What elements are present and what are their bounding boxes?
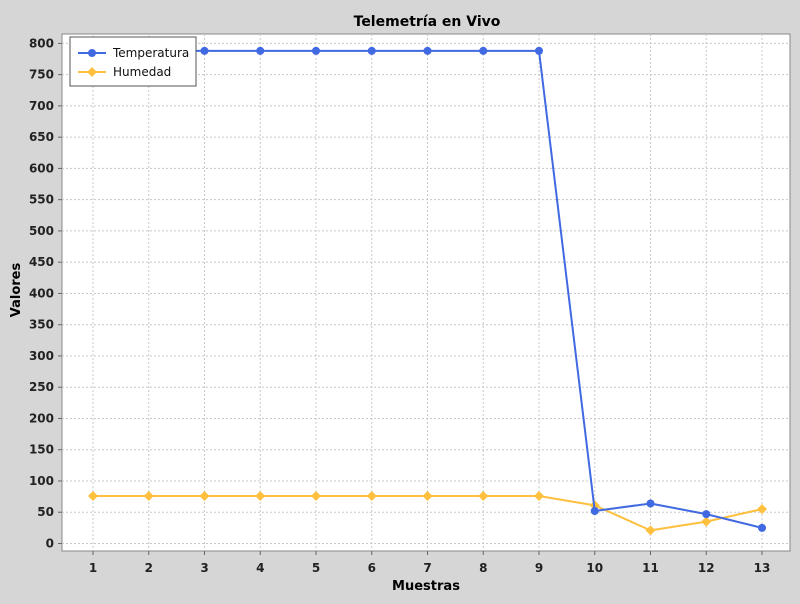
x-tick-label: 4: [256, 561, 264, 575]
plot-area: [61, 33, 791, 552]
chart-title: Telemetría en Vivo: [354, 14, 501, 30]
data-point: [645, 525, 656, 536]
data-point: [88, 490, 98, 501]
x-tick-label: 13: [754, 561, 771, 575]
data-point: [423, 46, 432, 55]
y-tick-label: 100: [29, 474, 54, 488]
y-tick-label: 700: [29, 99, 54, 113]
y-tick-label: 50: [37, 505, 54, 519]
data-point: [366, 490, 377, 501]
x-tick-label: 7: [423, 561, 431, 575]
data-point: [367, 46, 376, 55]
x-tick-label: 12: [698, 561, 715, 575]
x-tick-label: 2: [145, 561, 153, 575]
data-point: [143, 490, 154, 501]
legend-label: Humedad: [113, 65, 171, 79]
data-point: [255, 490, 266, 501]
x-tick-label: 1: [89, 561, 97, 575]
legend-label: Temperatura: [112, 46, 189, 60]
y-tick-label: 600: [29, 161, 54, 175]
series-humedad: [88, 490, 767, 536]
legend-marker: [87, 67, 97, 77]
legend-box: [69, 36, 197, 87]
y-tick-label: 250: [29, 380, 54, 394]
y-tick-label: 450: [29, 255, 54, 269]
data-point: [535, 46, 543, 55]
data-point: [758, 523, 766, 532]
data-point: [478, 490, 489, 501]
y-tick-label: 200: [29, 411, 54, 425]
axes: 0 50 100 150 200 250 300 350 400 450 500 550 600 650 7…: [29, 36, 770, 575]
x-tick-label: 8: [479, 561, 487, 575]
y-tick-label: 150: [29, 443, 54, 457]
x-tick-label: 10: [586, 561, 603, 575]
x-axis-label: Muestras: [392, 579, 460, 594]
data-point: [702, 510, 711, 519]
y-tick-label: 0: [46, 536, 54, 550]
y-tick-label: 650: [29, 130, 54, 144]
y-tick-label: 550: [29, 193, 54, 207]
y-tick-label: 800: [29, 36, 54, 50]
x-tick-label: 9: [535, 561, 543, 575]
x-tick-label: 6: [368, 561, 376, 575]
y-axis-label: Valores: [9, 263, 24, 318]
y-tick-label: 300: [29, 349, 54, 363]
legend-item: Humedad: [78, 65, 171, 79]
data-point: [311, 490, 321, 501]
legend-marker: [88, 49, 96, 57]
x-tick-label: 11: [642, 561, 659, 575]
data-point: [757, 504, 767, 515]
data-point: [422, 490, 433, 501]
legend: Temperatura Humedad: [69, 36, 197, 87]
data-point: [199, 490, 210, 501]
data-point: [479, 46, 488, 55]
data-point: [590, 506, 599, 515]
data-point: [646, 499, 655, 508]
x-tick-label: 3: [200, 561, 208, 575]
data-point: [534, 490, 544, 501]
data-point: [200, 46, 209, 55]
legend-item: Temperatura: [78, 46, 189, 60]
data-point: [312, 46, 320, 55]
x-tick-label: 5: [312, 561, 320, 575]
y-tick-label: 350: [29, 318, 54, 332]
y-tick-label: 400: [29, 286, 54, 300]
y-tick-label: 750: [29, 68, 54, 82]
data-point: [701, 516, 712, 527]
data-point: [256, 46, 265, 55]
y-tick-label: 500: [29, 224, 54, 238]
